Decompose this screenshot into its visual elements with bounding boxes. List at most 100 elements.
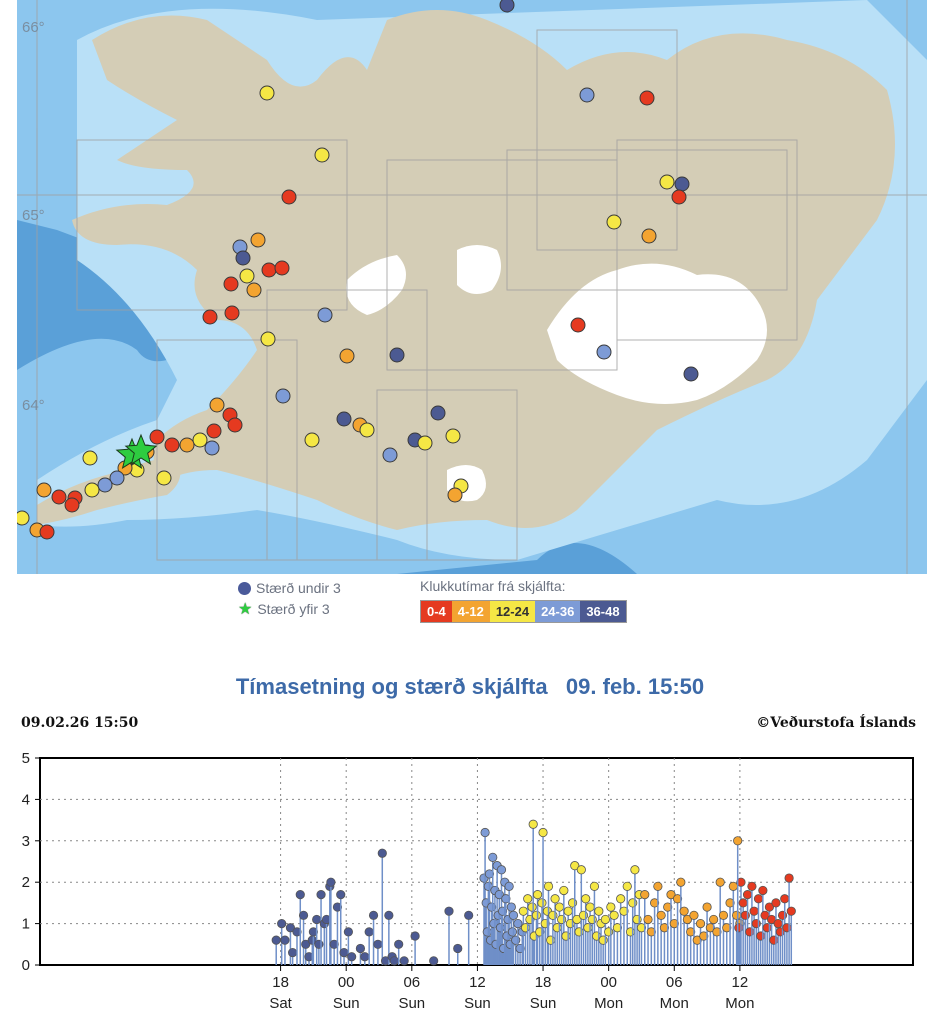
map-quake-marker[interactable] — [39, 524, 55, 540]
map-quake-marker[interactable] — [317, 307, 333, 323]
quake-point — [280, 935, 290, 945]
map-quake-marker[interactable] — [179, 437, 195, 453]
map-quake-marker[interactable] — [239, 268, 255, 284]
quake-point — [559, 885, 569, 896]
map-quake-marker[interactable] — [206, 423, 222, 439]
large-quake-star[interactable] — [124, 433, 158, 465]
map-quake-marker[interactable] — [445, 428, 461, 444]
quake-point — [756, 931, 766, 941]
map-quake-marker[interactable] — [499, 0, 515, 13]
map-quake-marker[interactable] — [192, 432, 208, 448]
map-quake-marker[interactable] — [223, 276, 239, 292]
x-tick-time-label: 00 — [338, 974, 355, 991]
x-tick-time-label: 00 — [600, 974, 617, 991]
quake-point — [336, 890, 346, 900]
map-quake-marker[interactable] — [224, 305, 240, 321]
quake-point — [699, 931, 709, 941]
quake-point — [753, 894, 764, 904]
quake-point — [702, 902, 712, 912]
x-tick-day-label: Sun — [398, 995, 425, 1012]
quake-point — [738, 898, 748, 908]
quake-point — [740, 910, 750, 920]
map-quake-marker[interactable] — [149, 429, 165, 445]
map-quake-marker[interactable] — [260, 331, 276, 347]
hours-legend-title: Klukkutímar frá skjálfta: — [420, 578, 566, 594]
size-legend: Stærð undir 3 ★ Stærð yfir 3 — [238, 578, 341, 620]
map-quake-marker[interactable] — [674, 176, 690, 192]
quake-point — [686, 927, 696, 937]
map-quake-marker[interactable] — [683, 366, 699, 382]
map-quake-marker[interactable] — [51, 489, 67, 505]
quake-point — [501, 894, 511, 904]
map-quake-marker[interactable] — [336, 411, 352, 427]
quake-point — [585, 902, 595, 912]
swatch-24-36: 24-36 — [535, 601, 581, 622]
map-quake-marker[interactable] — [570, 317, 586, 333]
map-quake-marker[interactable] — [579, 87, 595, 103]
quake-point — [619, 906, 629, 916]
map-quake-marker[interactable] — [235, 250, 251, 266]
map-quake-marker[interactable] — [304, 432, 320, 448]
map-quake-marker[interactable] — [204, 440, 220, 456]
map-quake-marker[interactable] — [246, 282, 262, 298]
map-quake-marker[interactable] — [382, 447, 398, 463]
map-quake-marker[interactable] — [417, 435, 433, 451]
map-quake-marker[interactable] — [209, 397, 225, 413]
map-quake-marker[interactable] — [227, 417, 243, 433]
map-quake-marker[interactable] — [641, 228, 657, 244]
map-quake-marker[interactable] — [17, 510, 30, 526]
map-quake-marker[interactable] — [259, 85, 275, 101]
swatch-4-12: 4-12 — [451, 601, 490, 622]
map-quake-marker[interactable] — [250, 232, 266, 248]
map-quake-marker[interactable] — [659, 174, 675, 190]
map-quake-marker[interactable] — [275, 388, 291, 404]
quake-point — [339, 947, 349, 958]
map-quake-marker[interactable] — [430, 405, 446, 421]
quake-point — [628, 898, 638, 908]
quake-point — [742, 890, 753, 900]
map-quake-marker[interactable] — [82, 450, 98, 466]
quake-point — [543, 881, 554, 891]
quake-point — [563, 906, 573, 916]
quake-point — [777, 910, 788, 920]
map-quake-marker[interactable] — [109, 470, 125, 486]
map-quake-marker[interactable] — [671, 189, 687, 205]
quake-point — [552, 923, 562, 933]
map-quake-marker[interactable] — [261, 262, 277, 278]
map-quake-marker[interactable] — [359, 422, 375, 438]
earthquake-map[interactable]: 66° 65° 64° — [17, 0, 927, 574]
y-tick-label: 0 — [22, 957, 30, 974]
map-quake-marker[interactable] — [639, 90, 655, 106]
map-quake-markers — [17, 0, 699, 540]
map-quake-marker[interactable] — [314, 147, 330, 163]
map-quake-marker[interactable] — [84, 482, 100, 498]
map-quake-marker[interactable] — [202, 309, 218, 325]
quake-point — [360, 952, 370, 962]
size-over-label: Stærð yfir 3 — [257, 601, 330, 617]
chart-marks — [271, 819, 796, 966]
map-quake-marker[interactable] — [164, 437, 180, 453]
quake-point — [548, 910, 558, 920]
quake-point — [576, 865, 586, 875]
map-quake-marker[interactable] — [97, 477, 113, 493]
quake-point — [728, 881, 738, 891]
map-quake-marker[interactable] — [447, 487, 463, 503]
map-quake-marker[interactable] — [281, 189, 297, 205]
hours-swatches: 0-4 4-12 12-24 24-36 36-48 — [420, 600, 627, 623]
map-quake-marker[interactable] — [36, 482, 52, 498]
map-quake-marker[interactable] — [156, 470, 172, 486]
map-quake-marker[interactable] — [274, 260, 290, 276]
x-tick-day-label: Sun — [530, 995, 557, 1012]
map-quake-marker[interactable] — [596, 344, 612, 360]
map-quake-marker[interactable] — [64, 497, 80, 513]
map-quake-marker[interactable] — [606, 214, 622, 230]
map-quake-marker[interactable] — [389, 347, 405, 363]
lat-label-65: 65° — [22, 207, 45, 224]
quake-point — [625, 927, 636, 937]
quake-point — [733, 836, 743, 846]
lat-label-66: 66° — [22, 19, 45, 36]
quake-point — [663, 902, 673, 912]
quake-point — [453, 943, 463, 954]
map-quake-marker[interactable] — [339, 348, 355, 364]
quake-point — [636, 923, 647, 933]
